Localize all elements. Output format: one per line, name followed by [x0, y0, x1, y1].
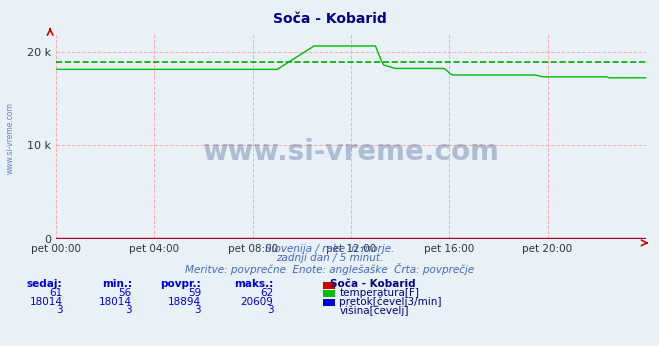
- Text: 18894: 18894: [168, 297, 201, 307]
- Text: 3: 3: [194, 305, 201, 315]
- Text: pretok[čevelj3/min]: pretok[čevelj3/min]: [339, 297, 442, 307]
- Text: zadnji dan / 5 minut.: zadnji dan / 5 minut.: [276, 253, 383, 263]
- Text: povpr.:: povpr.:: [160, 279, 201, 289]
- Text: 3: 3: [267, 305, 273, 315]
- Text: sedaj:: sedaj:: [27, 279, 63, 289]
- Text: maks.:: maks.:: [234, 279, 273, 289]
- Text: 59: 59: [188, 288, 201, 298]
- Text: www.si-vreme.com: www.si-vreme.com: [5, 102, 14, 174]
- Text: 18014: 18014: [30, 297, 63, 307]
- Text: 62: 62: [260, 288, 273, 298]
- Text: 3: 3: [56, 305, 63, 315]
- Text: 18014: 18014: [99, 297, 132, 307]
- Text: 3: 3: [125, 305, 132, 315]
- Text: temperatura[F]: temperatura[F]: [339, 288, 419, 298]
- Text: www.si-vreme.com: www.si-vreme.com: [202, 138, 500, 166]
- Text: 61: 61: [49, 288, 63, 298]
- Text: Meritve: povprečne  Enote: anglešaške  Črta: povprečje: Meritve: povprečne Enote: anglešaške Črt…: [185, 263, 474, 275]
- Text: Soča - Kobarid: Soča - Kobarid: [330, 279, 415, 289]
- Text: 56: 56: [119, 288, 132, 298]
- Text: Slovenija / reke in morje.: Slovenija / reke in morje.: [265, 244, 394, 254]
- Text: 20609: 20609: [241, 297, 273, 307]
- Text: min.:: min.:: [101, 279, 132, 289]
- Text: Soča - Kobarid: Soča - Kobarid: [273, 12, 386, 26]
- Text: višina[čevelj]: višina[čevelj]: [339, 305, 409, 316]
